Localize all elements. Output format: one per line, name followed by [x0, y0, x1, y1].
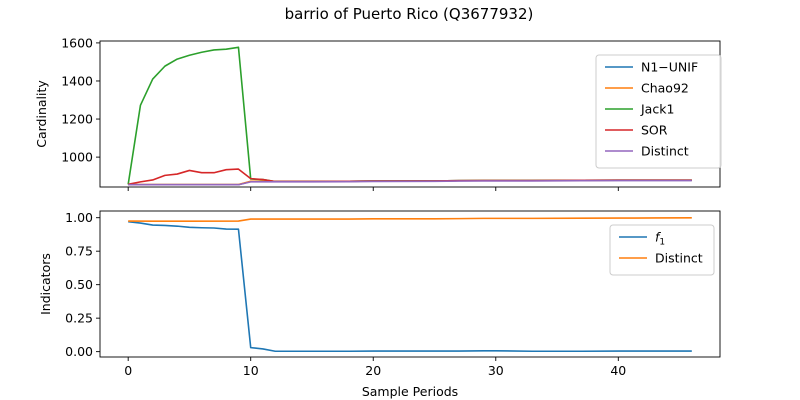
x-axis-label: Sample Periods — [362, 384, 458, 399]
legend-entry-n1-unif: N1−UNIF — [641, 60, 698, 75]
y-tick-label: 1600 — [61, 35, 93, 50]
y-tick-label: 0.25 — [65, 311, 93, 326]
x-tick-label: 40 — [610, 363, 626, 378]
y-tick-label: 0.75 — [65, 244, 93, 259]
x-tick-label: 20 — [365, 363, 381, 378]
series-line-distinct — [128, 217, 692, 222]
y-tick-label: 1.00 — [65, 210, 93, 225]
series-line-distinct — [128, 179, 692, 186]
legend-box — [595, 54, 722, 169]
bottom-indicators-panel: 0 10 20 30 40 0.00 0.25 0.50 0.75 1.00 Indicators S… — [38, 210, 721, 399]
y-axis-label: Cardinality — [34, 80, 49, 148]
series-line-f1 — [128, 220, 692, 353]
x-tick-label: 10 — [243, 363, 259, 378]
legend: N1−UNIF Chao92 Jack1 SOR Distinct — [595, 54, 722, 169]
legend-entry-sor: SOR — [641, 123, 668, 138]
y-tick-label: 1200 — [61, 112, 93, 127]
figure-title: barrio of Puerto Rico (Q3677932) — [285, 5, 534, 23]
y-axis-label: Indicators — [38, 253, 53, 315]
top-cardinality-panel: 1000 1200 1400 1600 Cardinality N1−UNIF Chao92… — [34, 35, 722, 191]
y-tick-label: 1400 — [61, 73, 93, 88]
legend-entry-distinct: Distinct — [641, 144, 689, 159]
x-tick-label: 30 — [488, 363, 504, 378]
legend-entry-f1: f1 — [655, 230, 665, 248]
legend-entry-distinct: Distinct — [655, 251, 703, 266]
legend-entry-chao92: Chao92 — [641, 81, 689, 96]
legend: f1 Distinct — [609, 224, 715, 276]
legend-entry-jack1: Jack1 — [640, 102, 674, 117]
y-tick-label: 1000 — [61, 150, 93, 165]
y-tick-label: 0.00 — [65, 344, 93, 359]
axes-frame — [99, 210, 721, 358]
y-tick-label: 0.50 — [65, 277, 93, 292]
x-tick-label: 0 — [124, 363, 132, 378]
